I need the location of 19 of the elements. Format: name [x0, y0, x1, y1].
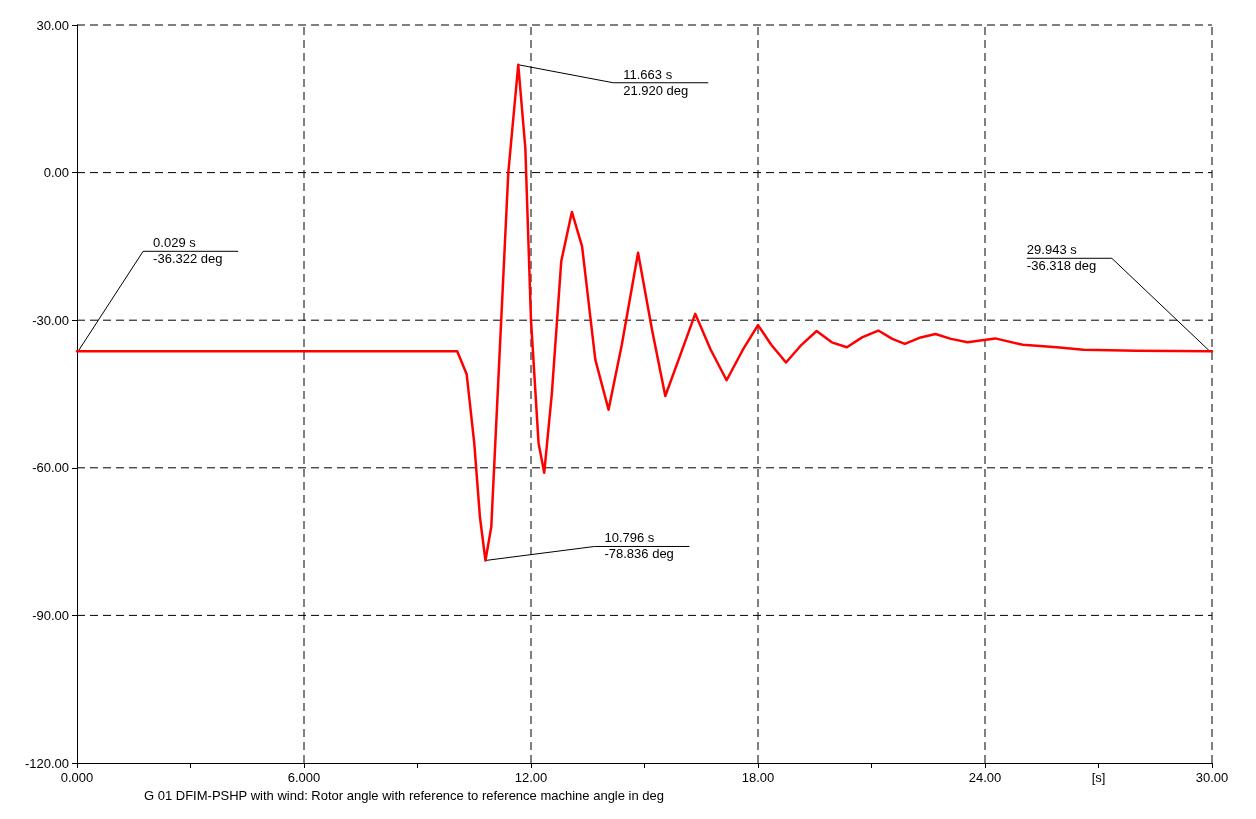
- y-tick-label: 30.00: [36, 17, 69, 33]
- annotation: 29.943 s -36.318 deg: [1026, 242, 1097, 274]
- x-tick-label: 6.000: [287, 770, 321, 785]
- x-tick-label: 24.00: [968, 770, 1002, 785]
- y-tick-label: -90.00: [32, 607, 69, 623]
- x-tick-label: 30.00: [1195, 770, 1229, 785]
- x-tick-label: 18.00: [741, 770, 775, 785]
- annotation: 10.796 s -78.836 deg: [604, 530, 674, 562]
- y-tick-label: -60.00: [32, 460, 69, 476]
- x-tick-label: 12.00: [514, 770, 548, 785]
- y-tick-label: 0.00: [43, 165, 69, 181]
- line-series: [75, 63, 1214, 562]
- annotation: 0.029 s -36.322 deg: [153, 235, 223, 267]
- annotation: 11.663 s 21.920 deg: [623, 66, 689, 98]
- y-tick-label: -30.00: [32, 312, 69, 328]
- y-tick-label: -120.00: [24, 755, 69, 771]
- x-tick-label: 0.000: [60, 770, 94, 785]
- text: G 01 DFIM-PSHP with wind: Rotor angle with reference to reference machine angle in deg: [144, 788, 665, 803]
- x-axis-title: [s]: [1091, 770, 1106, 785]
